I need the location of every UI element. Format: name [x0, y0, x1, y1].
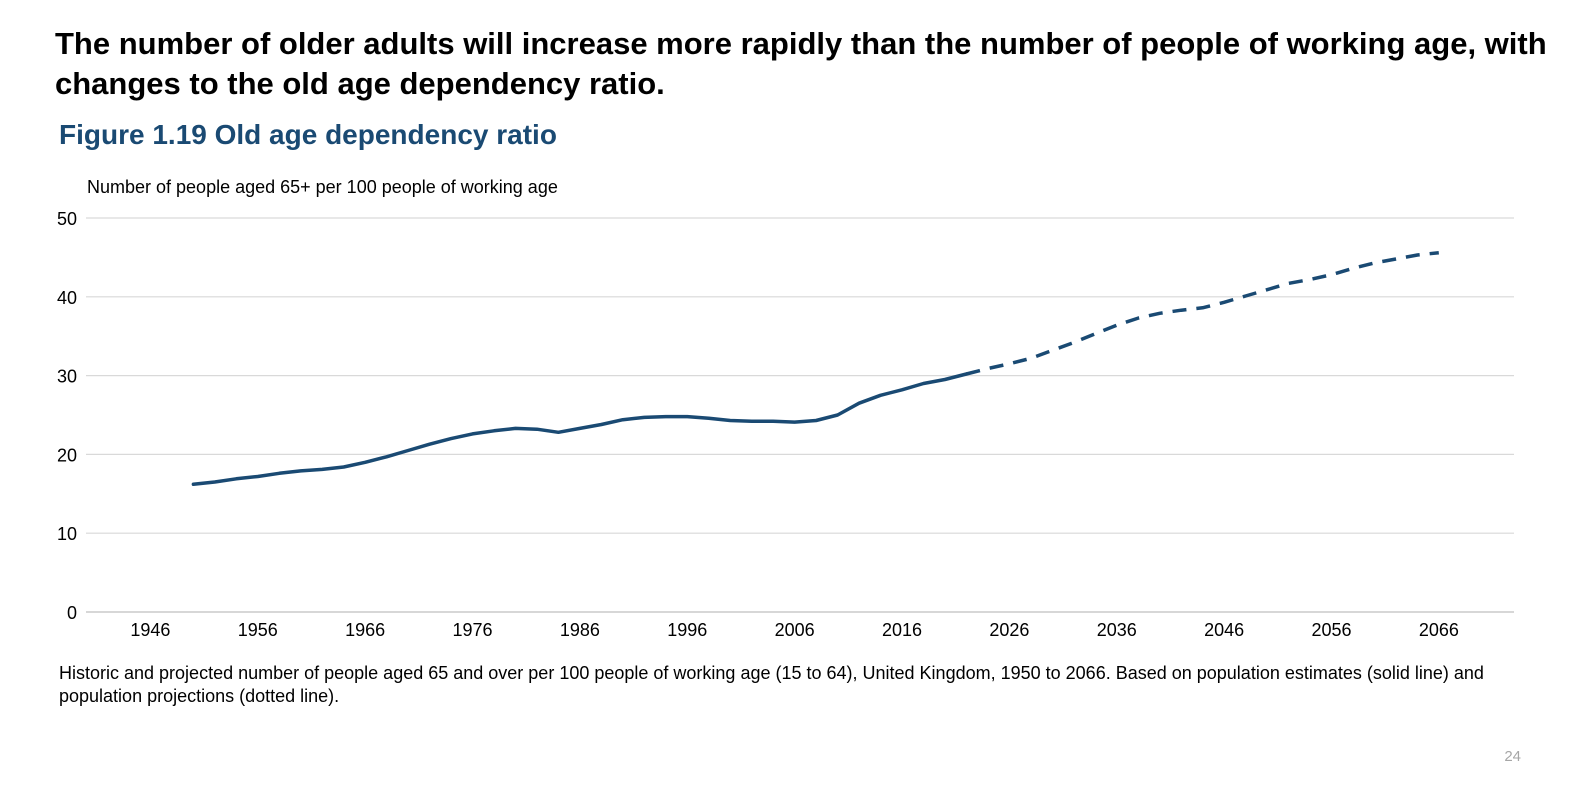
x-tick-label: 2006 — [775, 620, 815, 640]
series-lines — [191, 250, 1439, 487]
x-tick-label: 2036 — [1097, 620, 1137, 640]
x-tick-label: 1966 — [345, 620, 385, 640]
figure-title: Figure 1.19 Old age dependency ratio — [59, 119, 557, 150]
y-tick-label: 20 — [57, 445, 77, 465]
y-tick-label: 30 — [57, 367, 77, 387]
x-tick-label: 2046 — [1204, 620, 1244, 640]
x-tick-label: 2016 — [882, 620, 922, 640]
gridlines — [86, 217, 1514, 613]
projection-line — [965, 250, 1439, 376]
y-tick-label: 50 — [57, 209, 77, 229]
x-tick-label: 1976 — [453, 620, 493, 640]
page-number: 24 — [1504, 748, 1521, 765]
x-tick-label: 1996 — [667, 620, 707, 640]
caption: Historic and projected number of people … — [59, 663, 1484, 706]
estimate-line — [191, 372, 969, 487]
x-tick-label: 2066 — [1419, 620, 1459, 640]
x-tick-label: 1956 — [238, 620, 278, 640]
y-tick-labels: 0 10 20 30 40 50 — [57, 209, 77, 623]
x-tick-label: 2026 — [989, 620, 1029, 640]
x-tick-labels: 1946 1956 1966 1976 1986 1996 2006 2016 2026 2036… — [130, 620, 1458, 640]
y-tick-label: 0 — [67, 603, 77, 623]
x-tick-label: 1986 — [560, 620, 600, 640]
y-tick-label: 40 — [57, 288, 77, 308]
x-tick-label: 1946 — [130, 620, 170, 640]
headline: The number of older adults will increase… — [55, 26, 1547, 101]
y-tick-label: 10 — [57, 524, 77, 544]
y-axis-label: Number of people aged 65+ per 100 people… — [87, 177, 558, 197]
x-tick-label: 2056 — [1311, 620, 1351, 640]
chart: Number of people aged 65+ per 100 people… — [57, 177, 1514, 640]
